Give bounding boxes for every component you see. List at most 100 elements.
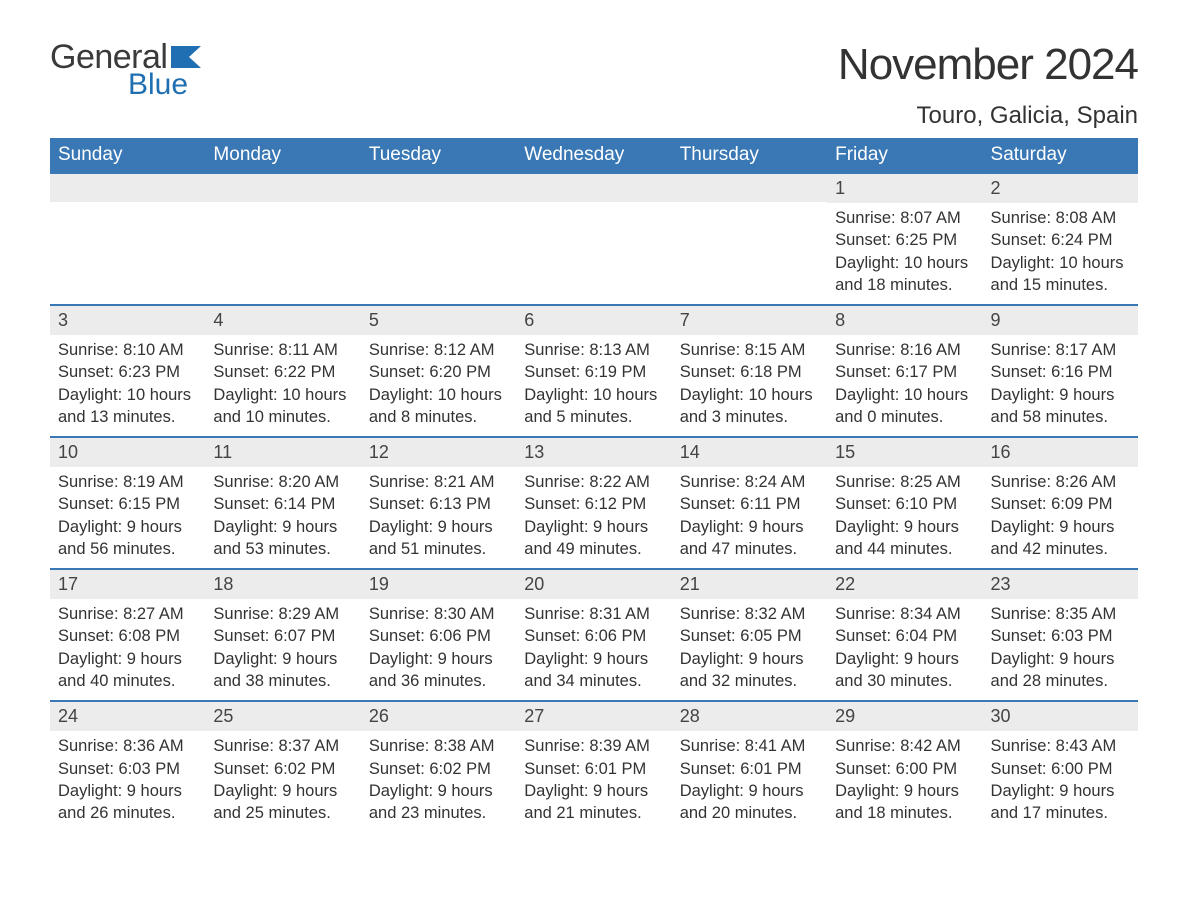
day-number: 6 [516, 306, 671, 335]
day-number: 11 [205, 438, 360, 467]
day-daylight1: Daylight: 9 hours [213, 780, 352, 802]
day-number [516, 174, 671, 202]
day-daylight1: Daylight: 10 hours [991, 252, 1130, 274]
day-daylight2: and 40 minutes. [58, 670, 197, 692]
day-body: Sunrise: 8:32 AMSunset: 6:05 PMDaylight:… [672, 599, 827, 700]
day-cell: 18Sunrise: 8:29 AMSunset: 6:07 PMDayligh… [205, 570, 360, 700]
day-sunrise: Sunrise: 8:22 AM [524, 471, 663, 493]
day-number: 10 [50, 438, 205, 467]
day-daylight1: Daylight: 9 hours [835, 648, 974, 670]
day-number: 21 [672, 570, 827, 599]
day-sunset: Sunset: 6:18 PM [680, 361, 819, 383]
day-body: Sunrise: 8:08 AMSunset: 6:24 PMDaylight:… [983, 203, 1138, 304]
day-sunrise: Sunrise: 8:07 AM [835, 207, 974, 229]
day-sunset: Sunset: 6:15 PM [58, 493, 197, 515]
day-cell: 25Sunrise: 8:37 AMSunset: 6:02 PMDayligh… [205, 702, 360, 832]
day-number [672, 174, 827, 202]
day-sunset: Sunset: 6:19 PM [524, 361, 663, 383]
day-daylight1: Daylight: 9 hours [524, 780, 663, 802]
day-daylight2: and 30 minutes. [835, 670, 974, 692]
day-number: 22 [827, 570, 982, 599]
day-body: Sunrise: 8:19 AMSunset: 6:15 PMDaylight:… [50, 467, 205, 568]
day-number: 4 [205, 306, 360, 335]
day-sunrise: Sunrise: 8:29 AM [213, 603, 352, 625]
day-daylight2: and 8 minutes. [369, 406, 508, 428]
day-sunrise: Sunrise: 8:19 AM [58, 471, 197, 493]
day-sunset: Sunset: 6:02 PM [369, 758, 508, 780]
day-daylight1: Daylight: 9 hours [58, 780, 197, 802]
day-sunrise: Sunrise: 8:21 AM [369, 471, 508, 493]
day-daylight2: and 44 minutes. [835, 538, 974, 560]
day-number: 23 [983, 570, 1138, 599]
day-cell: 6Sunrise: 8:13 AMSunset: 6:19 PMDaylight… [516, 306, 671, 436]
day-daylight1: Daylight: 9 hours [680, 648, 819, 670]
day-body: Sunrise: 8:37 AMSunset: 6:02 PMDaylight:… [205, 731, 360, 832]
calendar: SundayMondayTuesdayWednesdayThursdayFrid… [50, 138, 1138, 832]
day-sunrise: Sunrise: 8:15 AM [680, 339, 819, 361]
day-daylight1: Daylight: 9 hours [369, 516, 508, 538]
day-daylight2: and 47 minutes. [680, 538, 819, 560]
day-sunset: Sunset: 6:04 PM [835, 625, 974, 647]
day-daylight1: Daylight: 9 hours [835, 516, 974, 538]
day-sunrise: Sunrise: 8:26 AM [991, 471, 1130, 493]
day-number: 12 [361, 438, 516, 467]
day-cell: 10Sunrise: 8:19 AMSunset: 6:15 PMDayligh… [50, 438, 205, 568]
day-daylight1: Daylight: 9 hours [835, 780, 974, 802]
day-body: Sunrise: 8:17 AMSunset: 6:16 PMDaylight:… [983, 335, 1138, 436]
day-daylight1: Daylight: 10 hours [369, 384, 508, 406]
day-daylight1: Daylight: 9 hours [991, 516, 1130, 538]
day-cell: 17Sunrise: 8:27 AMSunset: 6:08 PMDayligh… [50, 570, 205, 700]
day-daylight2: and 32 minutes. [680, 670, 819, 692]
day-daylight2: and 23 minutes. [369, 802, 508, 824]
day-daylight1: Daylight: 10 hours [835, 384, 974, 406]
day-daylight1: Daylight: 9 hours [991, 648, 1130, 670]
day-number: 2 [983, 174, 1138, 203]
week-row: 17Sunrise: 8:27 AMSunset: 6:08 PMDayligh… [50, 568, 1138, 700]
day-cell: 26Sunrise: 8:38 AMSunset: 6:02 PMDayligh… [361, 702, 516, 832]
day-sunrise: Sunrise: 8:25 AM [835, 471, 974, 493]
day-sunset: Sunset: 6:11 PM [680, 493, 819, 515]
day-number [361, 174, 516, 202]
day-number [50, 174, 205, 202]
day-daylight2: and 18 minutes. [835, 274, 974, 296]
day-daylight1: Daylight: 9 hours [680, 780, 819, 802]
day-sunset: Sunset: 6:10 PM [835, 493, 974, 515]
day-daylight2: and 49 minutes. [524, 538, 663, 560]
day-body: Sunrise: 8:21 AMSunset: 6:13 PMDaylight:… [361, 467, 516, 568]
day-sunrise: Sunrise: 8:43 AM [991, 735, 1130, 757]
week-row: 10Sunrise: 8:19 AMSunset: 6:15 PMDayligh… [50, 436, 1138, 568]
day-sunrise: Sunrise: 8:08 AM [991, 207, 1130, 229]
day-sunrise: Sunrise: 8:20 AM [213, 471, 352, 493]
day-daylight1: Daylight: 10 hours [680, 384, 819, 406]
day-sunrise: Sunrise: 8:16 AM [835, 339, 974, 361]
day-cell: 19Sunrise: 8:30 AMSunset: 6:06 PMDayligh… [361, 570, 516, 700]
weeks-container: 1Sunrise: 8:07 AMSunset: 6:25 PMDaylight… [50, 172, 1138, 832]
logo-text-blue: Blue [128, 70, 201, 100]
day-sunset: Sunset: 6:06 PM [524, 625, 663, 647]
day-sunset: Sunset: 6:22 PM [213, 361, 352, 383]
day-sunrise: Sunrise: 8:35 AM [991, 603, 1130, 625]
day-cell: 11Sunrise: 8:20 AMSunset: 6:14 PMDayligh… [205, 438, 360, 568]
week-row: 1Sunrise: 8:07 AMSunset: 6:25 PMDaylight… [50, 172, 1138, 304]
day-sunset: Sunset: 6:23 PM [58, 361, 197, 383]
day-sunset: Sunset: 6:03 PM [991, 625, 1130, 647]
day-number: 13 [516, 438, 671, 467]
day-daylight1: Daylight: 10 hours [213, 384, 352, 406]
day-number: 24 [50, 702, 205, 731]
day-daylight1: Daylight: 10 hours [58, 384, 197, 406]
day-sunset: Sunset: 6:02 PM [213, 758, 352, 780]
day-sunrise: Sunrise: 8:32 AM [680, 603, 819, 625]
day-number: 9 [983, 306, 1138, 335]
day-body: Sunrise: 8:15 AMSunset: 6:18 PMDaylight:… [672, 335, 827, 436]
day-sunrise: Sunrise: 8:39 AM [524, 735, 663, 757]
day-body: Sunrise: 8:24 AMSunset: 6:11 PMDaylight:… [672, 467, 827, 568]
day-number: 1 [827, 174, 982, 203]
day-body: Sunrise: 8:35 AMSunset: 6:03 PMDaylight:… [983, 599, 1138, 700]
day-body: Sunrise: 8:11 AMSunset: 6:22 PMDaylight:… [205, 335, 360, 436]
day-body [50, 202, 205, 292]
weekday-header: Wednesday [516, 138, 671, 172]
day-cell: 22Sunrise: 8:34 AMSunset: 6:04 PMDayligh… [827, 570, 982, 700]
day-daylight1: Daylight: 10 hours [835, 252, 974, 274]
day-sunset: Sunset: 6:00 PM [835, 758, 974, 780]
day-daylight2: and 51 minutes. [369, 538, 508, 560]
